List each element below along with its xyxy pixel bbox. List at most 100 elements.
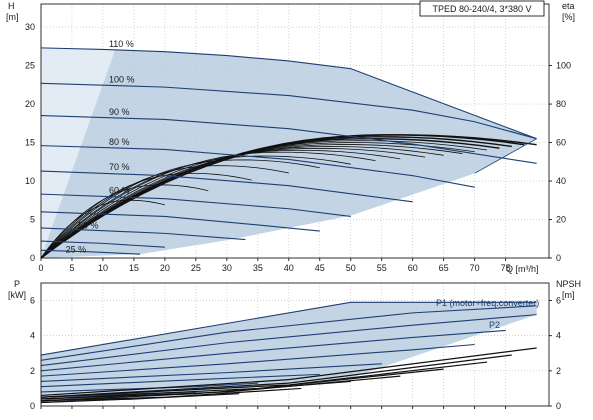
y-left-tick-label: 20 xyxy=(25,99,35,109)
qh-frame xyxy=(40,3,550,259)
speed-percent-label: 50 % xyxy=(78,221,99,231)
y-right-tick-label: 20 xyxy=(556,215,566,225)
y-left-tick-label: 30 xyxy=(25,22,35,32)
head-curve xyxy=(40,115,537,164)
y-right-unit: [%] xyxy=(562,12,575,22)
p-left-label: P xyxy=(14,279,20,289)
legend-p1: P1 (motor+freq.converter) xyxy=(436,298,539,308)
title-box xyxy=(419,0,545,17)
head-curve xyxy=(40,193,351,217)
npsh-curve xyxy=(40,393,240,404)
efficiency-curve xyxy=(40,159,320,259)
efficiency-curve xyxy=(40,165,289,259)
x-tick-label: 5 xyxy=(69,263,74,273)
y-left-tick-label: 25 xyxy=(25,61,35,71)
head-curve xyxy=(40,82,537,140)
power-curve xyxy=(40,382,258,393)
head-curve xyxy=(40,145,475,188)
power-curve xyxy=(40,314,537,367)
efficiency-curve xyxy=(40,147,426,259)
p-tick-label: 4 xyxy=(30,331,35,341)
npsh-curve xyxy=(40,380,351,402)
power-frame xyxy=(40,282,550,407)
power-curve xyxy=(40,373,320,388)
efficiency-curve xyxy=(40,172,252,259)
npsh-tick-label: 2 xyxy=(556,366,561,376)
efficiency-curve xyxy=(40,199,165,259)
power-curve xyxy=(40,343,475,377)
y-left-tick-label: 5 xyxy=(30,215,35,225)
efficiency-curves xyxy=(40,134,537,259)
x-tick-label: 60 xyxy=(408,263,418,273)
p-tick-label: 2 xyxy=(30,366,35,376)
speed-percent-label: 70 % xyxy=(109,162,130,172)
y-left-tick-label: 10 xyxy=(25,176,35,186)
x-tick-label: 45 xyxy=(315,263,325,273)
power-curve xyxy=(40,363,382,382)
y-right-label: eta xyxy=(562,1,575,11)
p-tick-label: 6 xyxy=(30,296,35,306)
npsh-right-unit: [m] xyxy=(562,290,575,300)
x-axis-label: Q [m³/h] xyxy=(506,264,539,274)
x-tick-label: 15 xyxy=(129,263,139,273)
x-tick-label: 0 xyxy=(38,263,43,273)
qh-axes: 0 5 10 15 20 25 30 35 40 45 50 55 60 65 70 75 0 5 10 15 20 25… xyxy=(25,3,571,273)
y-left-label: H xyxy=(8,1,15,11)
speed-percent-label: 25 % xyxy=(66,245,87,255)
efficiency-curve xyxy=(40,151,376,259)
npsh-right-label: NPSH xyxy=(556,279,581,289)
power-curve xyxy=(40,301,537,356)
npsh-curve xyxy=(40,375,401,400)
y-left-tick-label: 15 xyxy=(25,138,35,148)
npsh-tick-label: 4 xyxy=(556,331,561,341)
y-left-tick-label: 0 xyxy=(30,253,35,263)
chart-title: TPED 80-240/4, 3*380 V xyxy=(432,4,531,14)
npsh-tick-label: 0 xyxy=(556,401,561,411)
head-curve xyxy=(40,249,141,255)
x-tick-label: 75 xyxy=(501,263,511,273)
qh-envelope-area xyxy=(41,47,537,258)
x-tick-label: 55 xyxy=(377,263,387,273)
x-tick-label: 40 xyxy=(284,263,294,273)
power-axes: 0 2 4 6 0 2 4 6 xyxy=(30,282,561,411)
x-tick-label: 70 xyxy=(470,263,480,273)
y-left-unit: [m] xyxy=(6,12,19,22)
p-left-unit: [kW] xyxy=(8,290,26,300)
y-right-tick-label: 100 xyxy=(556,61,571,71)
power-curve xyxy=(40,305,537,361)
x-tick-label: 10 xyxy=(98,263,108,273)
x-tick-label: 35 xyxy=(253,263,263,273)
speed-percent-label: 80 % xyxy=(109,137,130,147)
y-right-tick-label: 40 xyxy=(556,176,566,186)
x-tick-label: 30 xyxy=(222,263,232,273)
npsh-curve xyxy=(40,347,537,397)
head-curve xyxy=(40,211,320,232)
npsh-tick-label: 6 xyxy=(556,296,561,306)
power-curves xyxy=(40,301,537,404)
qh-envelope-light xyxy=(41,47,116,258)
x-tick-label: 50 xyxy=(346,263,356,273)
y-right-tick-label: 0 xyxy=(556,253,561,263)
head-curves: 110 % 100 % 90 % 80 % 70 % 60 % 50 % 25 % xyxy=(40,39,537,255)
efficiency-curve xyxy=(40,149,401,259)
speed-percent-label: 100 % xyxy=(109,74,135,84)
x-tick-label: 20 xyxy=(160,263,170,273)
power-envelope-area xyxy=(41,302,537,403)
speed-percent-label: 110 % xyxy=(109,39,134,49)
head-curve xyxy=(40,227,246,241)
speed-percent-label: 90 % xyxy=(109,107,130,117)
power-envelope xyxy=(41,302,537,403)
legend-p2: P2 xyxy=(489,320,500,330)
y-right-tick-label: 80 xyxy=(556,99,566,109)
speed-percent-label: 60 % xyxy=(109,185,130,195)
y-right-tick-label: 60 xyxy=(556,138,566,148)
power-curve xyxy=(40,329,506,372)
head-curve xyxy=(40,47,537,140)
head-curve xyxy=(40,240,165,248)
envelope-edge xyxy=(474,138,537,174)
x-tick-label: 65 xyxy=(439,263,449,273)
qh-envelope xyxy=(41,47,537,258)
x-tick-label: 25 xyxy=(191,263,201,273)
